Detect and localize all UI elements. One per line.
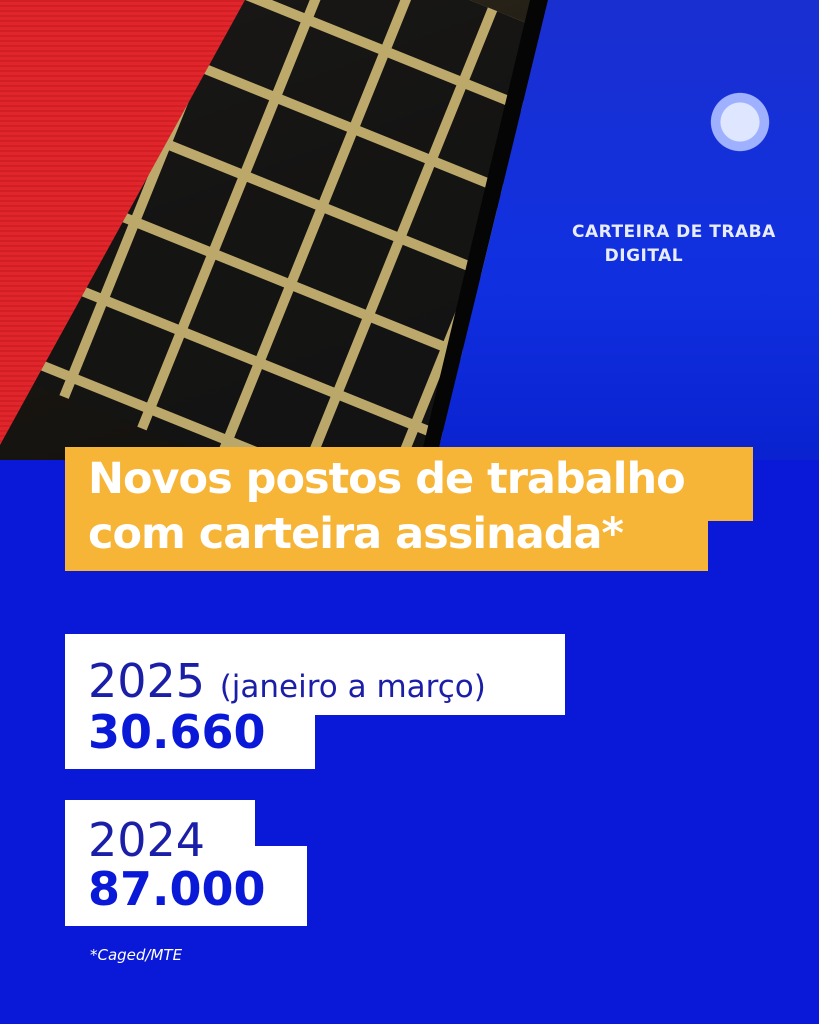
source-footnote: *Caged/MTE	[90, 946, 183, 964]
stat-box-2024-value	[65, 846, 307, 926]
stat-value-2025: 30.660	[88, 705, 266, 759]
stat-period: (janeiro a março)	[219, 669, 486, 705]
stat-box-2025	[65, 634, 565, 715]
brazil-coat-of-arms-icon	[690, 82, 790, 162]
headline: Novos postos de trabalho com carteira as…	[88, 454, 686, 559]
headline-highlight	[65, 447, 753, 521]
stat-value-2024: 87.000	[88, 862, 266, 916]
header-photo: CARTEIRA DE TRABA DIGITAL	[0, 0, 819, 460]
stat-year-2024: 2024	[88, 813, 206, 867]
stat-box-2024	[65, 800, 255, 850]
phone-label: CARTEIRA DE TRABA DIGITAL	[572, 222, 776, 266]
stat-box-2025-value	[65, 714, 315, 769]
stat-year-2025: 2025 (janeiro a março)	[88, 654, 486, 708]
headline-highlight	[65, 520, 708, 571]
